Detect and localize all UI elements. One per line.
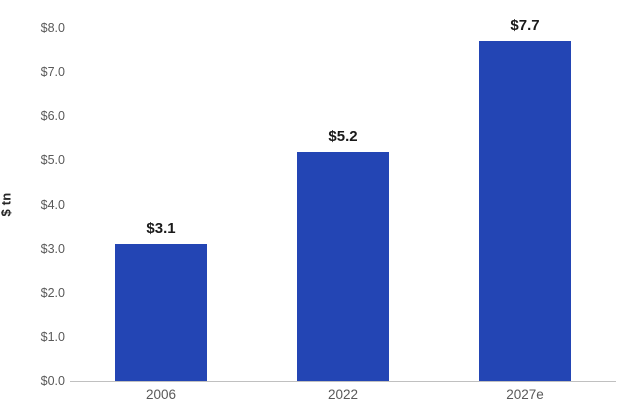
y-tick-label: $8.0 [40, 20, 65, 35]
x-axis-line [70, 381, 616, 382]
x-tick-label: 2022 [327, 387, 359, 402]
bar [115, 244, 207, 381]
x-tick-label: 2006 [145, 387, 177, 402]
bar-value-label: $7.7 [510, 17, 540, 34]
x-tick-label: 2027e [506, 387, 544, 402]
y-tick-label: $7.0 [40, 64, 65, 79]
bar-value-label: $5.2 [328, 128, 358, 145]
y-tick-label: $2.0 [40, 285, 65, 300]
y-tick-label: $4.0 [40, 197, 65, 212]
y-tick-label: $3.0 [40, 241, 65, 256]
bar-value-label: $3.1 [146, 220, 176, 237]
plot-area: $3.1 $5.2 $7.7 2006 2022 2027e [70, 18, 616, 401]
y-tick-label: $6.0 [40, 109, 65, 123]
bar [479, 41, 571, 381]
bar [297, 152, 389, 381]
y-tick-label: $5.0 [40, 153, 65, 168]
y-tick-label: $1.0 [40, 329, 65, 344]
y-tick-label: $0.0 [40, 373, 65, 388]
